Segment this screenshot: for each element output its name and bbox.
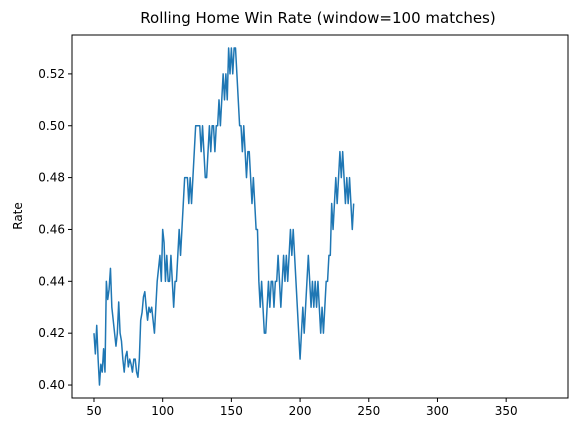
y-tick-label: 0.48 bbox=[38, 171, 65, 185]
y-axis: 0.40 0.42 0.44 0.46 0.48 0.50 0.52 bbox=[38, 67, 72, 392]
x-tick-label: 200 bbox=[289, 404, 312, 418]
y-tick-label: 0.42 bbox=[38, 326, 65, 340]
y-tick-label: 0.40 bbox=[38, 378, 65, 392]
y-tick-label: 0.44 bbox=[38, 274, 65, 288]
plot-frame bbox=[71, 34, 569, 399]
chart-title: Rolling Home Win Rate (window=100 matche… bbox=[140, 9, 495, 27]
x-axis: 50 100 150 200 250 300 350 bbox=[86, 398, 518, 418]
x-tick-label: 250 bbox=[357, 404, 380, 418]
y-tick-label: 0.52 bbox=[38, 67, 65, 81]
series-line-0 bbox=[93, 47, 355, 386]
y-axis-label: Rate bbox=[11, 202, 25, 230]
x-tick-label: 300 bbox=[426, 404, 449, 418]
x-tick-label: 50 bbox=[86, 404, 101, 418]
x-tick-label: 150 bbox=[220, 404, 243, 418]
y-tick-label: 0.50 bbox=[38, 119, 65, 133]
series-line-group bbox=[93, 47, 355, 386]
x-tick-label: 350 bbox=[495, 404, 518, 418]
y-tick-label: 0.46 bbox=[38, 222, 65, 236]
x-tick-label: 100 bbox=[151, 404, 174, 418]
